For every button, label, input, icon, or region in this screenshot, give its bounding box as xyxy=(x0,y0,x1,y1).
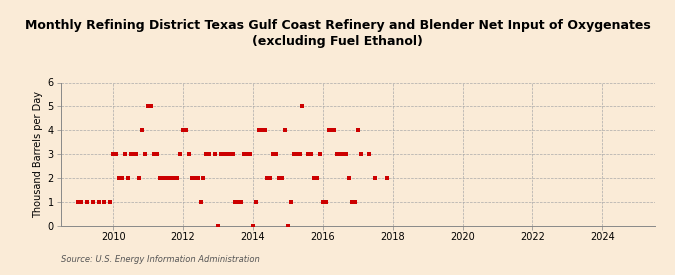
Point xyxy=(142,104,153,109)
Point xyxy=(221,152,232,156)
Point xyxy=(224,152,235,156)
Point xyxy=(268,152,279,156)
Point xyxy=(131,152,142,156)
Point xyxy=(236,199,246,204)
Point xyxy=(332,152,343,156)
Point xyxy=(350,199,360,204)
Point xyxy=(189,176,200,180)
Point xyxy=(192,176,203,180)
Point xyxy=(323,128,334,132)
Point xyxy=(355,152,366,156)
Point xyxy=(204,152,215,156)
Point xyxy=(219,152,230,156)
Point xyxy=(111,152,122,156)
Point xyxy=(76,199,86,204)
Point xyxy=(248,223,259,228)
Point xyxy=(137,128,148,132)
Point xyxy=(126,152,136,156)
Y-axis label: Thousand Barrels per Day: Thousand Barrels per Day xyxy=(33,90,43,218)
Point xyxy=(148,152,159,156)
Point xyxy=(128,152,139,156)
Point xyxy=(364,152,375,156)
Point xyxy=(105,199,115,204)
Point xyxy=(215,152,226,156)
Point xyxy=(317,199,328,204)
Point xyxy=(326,128,337,132)
Point xyxy=(73,199,84,204)
Point xyxy=(271,152,281,156)
Point xyxy=(230,199,241,204)
Point xyxy=(306,152,317,156)
Point xyxy=(244,152,255,156)
Point xyxy=(166,176,177,180)
Point xyxy=(370,176,381,180)
Point xyxy=(286,199,296,204)
Point xyxy=(195,199,206,204)
Point xyxy=(227,152,238,156)
Point xyxy=(329,128,340,132)
Point xyxy=(250,199,261,204)
Point xyxy=(163,176,174,180)
Point xyxy=(210,152,221,156)
Point xyxy=(256,128,267,132)
Point xyxy=(186,176,197,180)
Point xyxy=(201,152,212,156)
Point xyxy=(175,152,186,156)
Point xyxy=(169,176,180,180)
Point xyxy=(82,199,92,204)
Point xyxy=(242,152,252,156)
Point xyxy=(160,176,171,180)
Point xyxy=(346,199,357,204)
Point xyxy=(155,176,165,180)
Point xyxy=(265,176,276,180)
Point xyxy=(262,176,273,180)
Point xyxy=(122,176,133,180)
Point xyxy=(119,152,130,156)
Text: Source: U.S. Energy Information Administration: Source: U.S. Energy Information Administ… xyxy=(61,255,259,264)
Point xyxy=(259,128,270,132)
Text: Monthly Refining District Texas Gulf Coast Refinery and Blender Net Input of Oxy: Monthly Refining District Texas Gulf Coa… xyxy=(24,19,651,48)
Point xyxy=(312,176,323,180)
Point xyxy=(297,104,308,109)
Point xyxy=(87,199,98,204)
Point xyxy=(291,152,302,156)
Point xyxy=(99,199,110,204)
Point xyxy=(308,176,319,180)
Point xyxy=(184,152,194,156)
Point xyxy=(113,176,124,180)
Point xyxy=(344,176,354,180)
Point xyxy=(277,176,288,180)
Point xyxy=(180,128,191,132)
Point xyxy=(117,176,128,180)
Point xyxy=(279,128,290,132)
Point xyxy=(146,104,157,109)
Point xyxy=(178,128,188,132)
Point xyxy=(172,176,183,180)
Point xyxy=(134,176,144,180)
Point xyxy=(140,152,151,156)
Point xyxy=(213,223,223,228)
Point xyxy=(303,152,314,156)
Point xyxy=(381,176,392,180)
Point xyxy=(93,199,104,204)
Point xyxy=(338,152,348,156)
Point xyxy=(157,176,168,180)
Point xyxy=(253,128,264,132)
Point xyxy=(274,176,285,180)
Point xyxy=(239,152,250,156)
Point xyxy=(151,152,162,156)
Point xyxy=(288,152,299,156)
Point xyxy=(233,199,244,204)
Point xyxy=(321,199,331,204)
Point xyxy=(198,176,209,180)
Point xyxy=(352,128,363,132)
Point xyxy=(108,152,119,156)
Point xyxy=(335,152,346,156)
Point xyxy=(282,223,293,228)
Point xyxy=(294,152,305,156)
Point xyxy=(315,152,325,156)
Point xyxy=(341,152,352,156)
